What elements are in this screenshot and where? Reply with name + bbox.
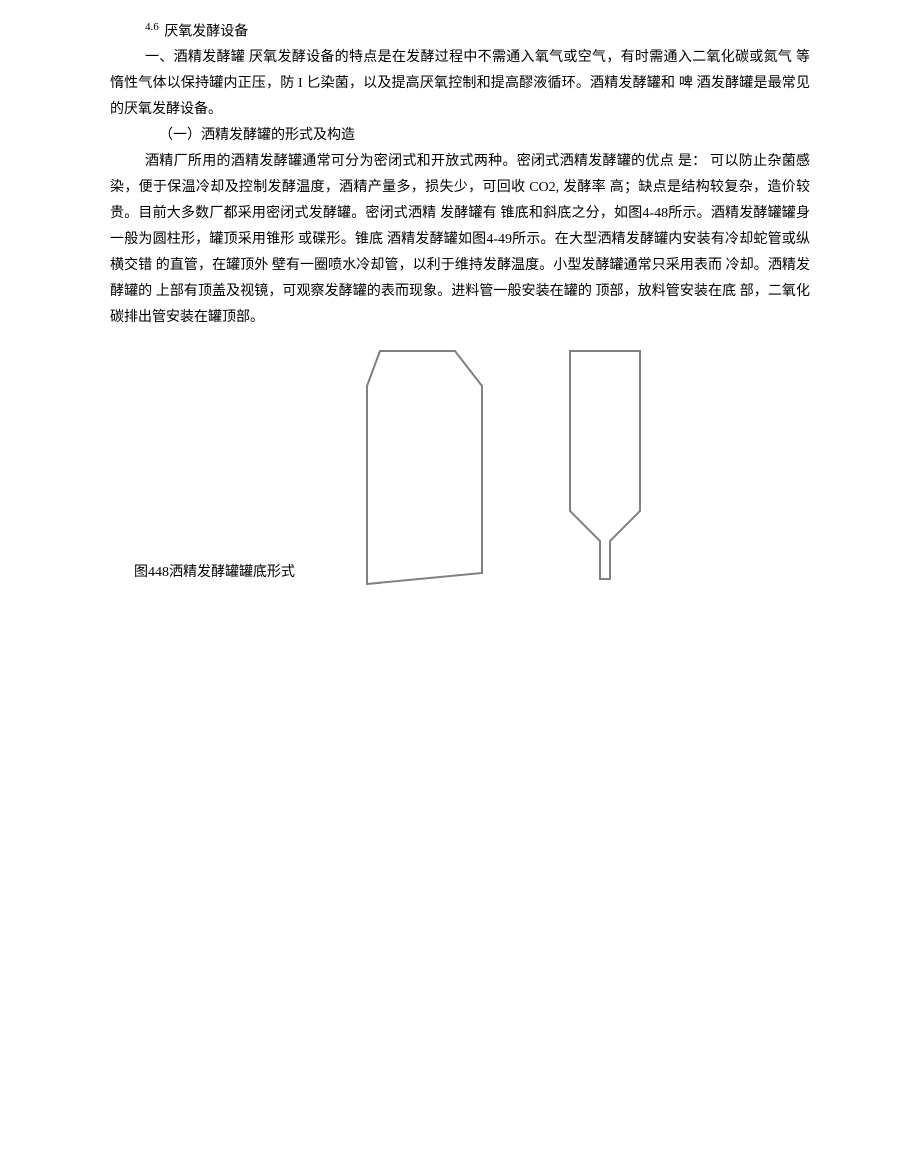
subsection-title: （一）洒精发酵罐的形式及构造 (110, 123, 810, 149)
section-number: 4.6 (145, 21, 159, 33)
section-title-text: 厌氧发酵设备 (164, 25, 248, 40)
figure-container: 图448洒精发酵罐罐底形式 (110, 341, 810, 586)
paragraph-1: 一、酒精发酵罐 厌氧发酵设备的特点是在发酵过程中不需通入氧气或空气，有时需通入二… (110, 45, 810, 123)
paragraph-2: 酒精厂所用的酒精发酵罐通常可分为密闭式和开放式两种。密闭式洒精发酵罐的优点 是：… (110, 149, 810, 331)
tank-diagram (160, 341, 760, 586)
tank-right-cone-bottom (570, 351, 640, 579)
section-title: 4.6 厌氧发酵设备 (110, 15, 810, 45)
figure-caption: 图448洒精发酵罐罐底形式 (134, 560, 295, 586)
tank-left-sloped-bottom (367, 351, 482, 584)
